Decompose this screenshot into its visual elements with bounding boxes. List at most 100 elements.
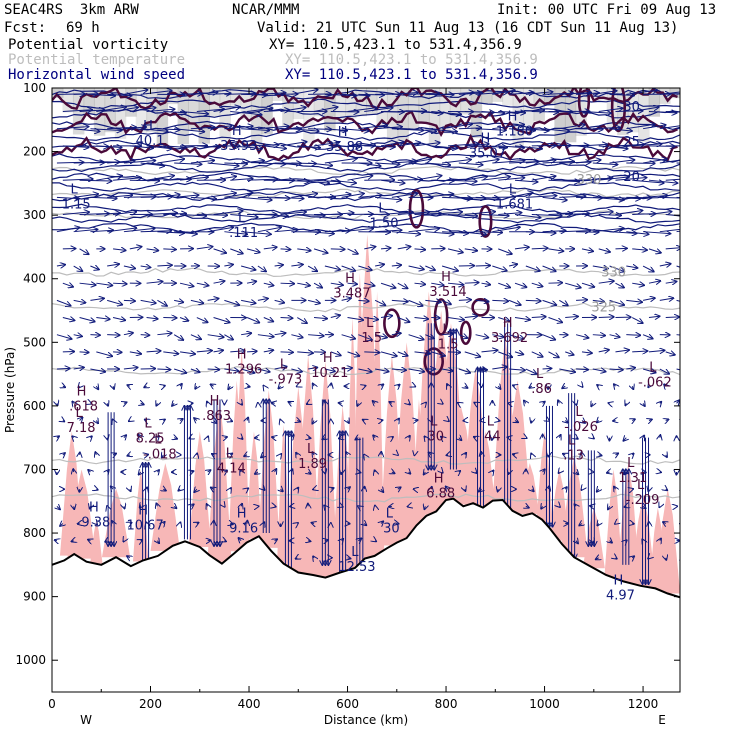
wind-vector (224, 470, 226, 472)
high-marker: H (89, 500, 99, 515)
wind-vector (180, 419, 183, 421)
wind-vector (172, 403, 174, 405)
wind-vector (447, 318, 464, 320)
wind-vector (140, 129, 168, 132)
wind-vector (593, 438, 594, 439)
wind-vector (581, 112, 611, 114)
theta-contour-label: 330 (601, 265, 626, 280)
wind-vector (90, 298, 103, 300)
pv-contour (408, 188, 425, 229)
low-marker: L (238, 211, 246, 226)
wind-vector (96, 213, 120, 215)
wind-vector (190, 127, 215, 129)
wind-vector (195, 386, 197, 388)
wind-vector (96, 283, 112, 285)
wind-vector (244, 455, 247, 456)
pv-contour (471, 298, 490, 317)
wind-vector (124, 402, 127, 403)
wind-vector (140, 506, 141, 507)
wind-vector (90, 266, 98, 269)
wind-vector (626, 335, 640, 336)
wind-vector (62, 283, 73, 287)
wind-vector (138, 435, 140, 438)
extremum-value-label: 1.89 (298, 457, 327, 472)
wind-vector (559, 369, 575, 372)
wind-vector (648, 316, 659, 317)
wind-vector (431, 112, 461, 115)
wind-vector (57, 403, 58, 405)
wind-speed-contour (52, 120, 680, 132)
extremum-value-label: 9.16 (229, 522, 258, 537)
wind-vector (632, 351, 647, 352)
terrain-fill (52, 498, 680, 692)
wind-vector (241, 438, 242, 439)
wind-vector (157, 129, 179, 130)
wind-vector (364, 108, 392, 113)
wind-vector (157, 333, 171, 335)
wind-vector (659, 159, 680, 164)
wind-vector (409, 472, 411, 474)
wind-vector (609, 369, 623, 370)
wind-vector (56, 265, 65, 266)
wind-vector (592, 300, 604, 301)
low-marker: L (442, 322, 450, 337)
wind-vector (347, 176, 373, 181)
wind-vector (597, 489, 599, 491)
low-marker: L (509, 182, 517, 197)
wind-vector (73, 265, 83, 271)
upper-shading (135, 88, 148, 133)
wind-vector (179, 283, 193, 286)
wind-vector (659, 91, 680, 95)
wind-vector (113, 386, 114, 389)
wind-vector (475, 232, 503, 233)
x-tick-label: 200 (139, 697, 162, 711)
wind-vector (146, 146, 172, 149)
wind-vector (408, 159, 432, 164)
wind-vector (257, 335, 274, 337)
wind-vector (274, 265, 283, 266)
wind-vector (531, 351, 543, 357)
wind-vector (582, 386, 583, 387)
wind-vector (659, 368, 669, 374)
wind-vector (508, 334, 524, 339)
wind-vector (565, 282, 580, 287)
wind-vector (291, 335, 302, 338)
wind-vector (141, 403, 144, 404)
wind-vector (88, 540, 90, 541)
wind-vector (230, 351, 244, 352)
wind-vector (665, 317, 679, 318)
wind-vector (642, 298, 655, 300)
wind-vector (474, 437, 476, 438)
wind-vector (513, 454, 515, 455)
wind-vector (559, 435, 560, 438)
wind-vector (632, 556, 634, 558)
wind-vector (666, 419, 669, 420)
wind-vector (632, 419, 635, 420)
wind-vector (592, 91, 617, 95)
extremum-value-label: 10.67 (127, 519, 164, 534)
theta-contour-label: 325 (591, 300, 616, 315)
wind-vector (648, 112, 676, 113)
wind-vector (659, 196, 680, 199)
wind-vector (414, 352, 431, 354)
wind-vector (297, 352, 313, 353)
wind-vector (281, 454, 282, 455)
wind-vector (447, 180, 477, 181)
wind-vector (581, 452, 582, 454)
wind-vector (458, 232, 486, 235)
wind-vector (257, 126, 289, 128)
wind-vector (127, 455, 129, 456)
wind-vector (542, 161, 574, 163)
wind-vector (240, 470, 241, 472)
wind-vector (157, 195, 179, 198)
low-marker: L (226, 446, 234, 461)
pv-contour (383, 308, 401, 339)
wind-vector (464, 249, 477, 251)
wind-vector (358, 125, 387, 130)
wind-vector (190, 369, 200, 372)
legend-pv-field: Potential vorticity (8, 37, 169, 53)
wind-vector (207, 299, 219, 301)
wind-vector (492, 471, 493, 472)
wind-vector (626, 368, 635, 369)
wind-vector (626, 90, 657, 95)
